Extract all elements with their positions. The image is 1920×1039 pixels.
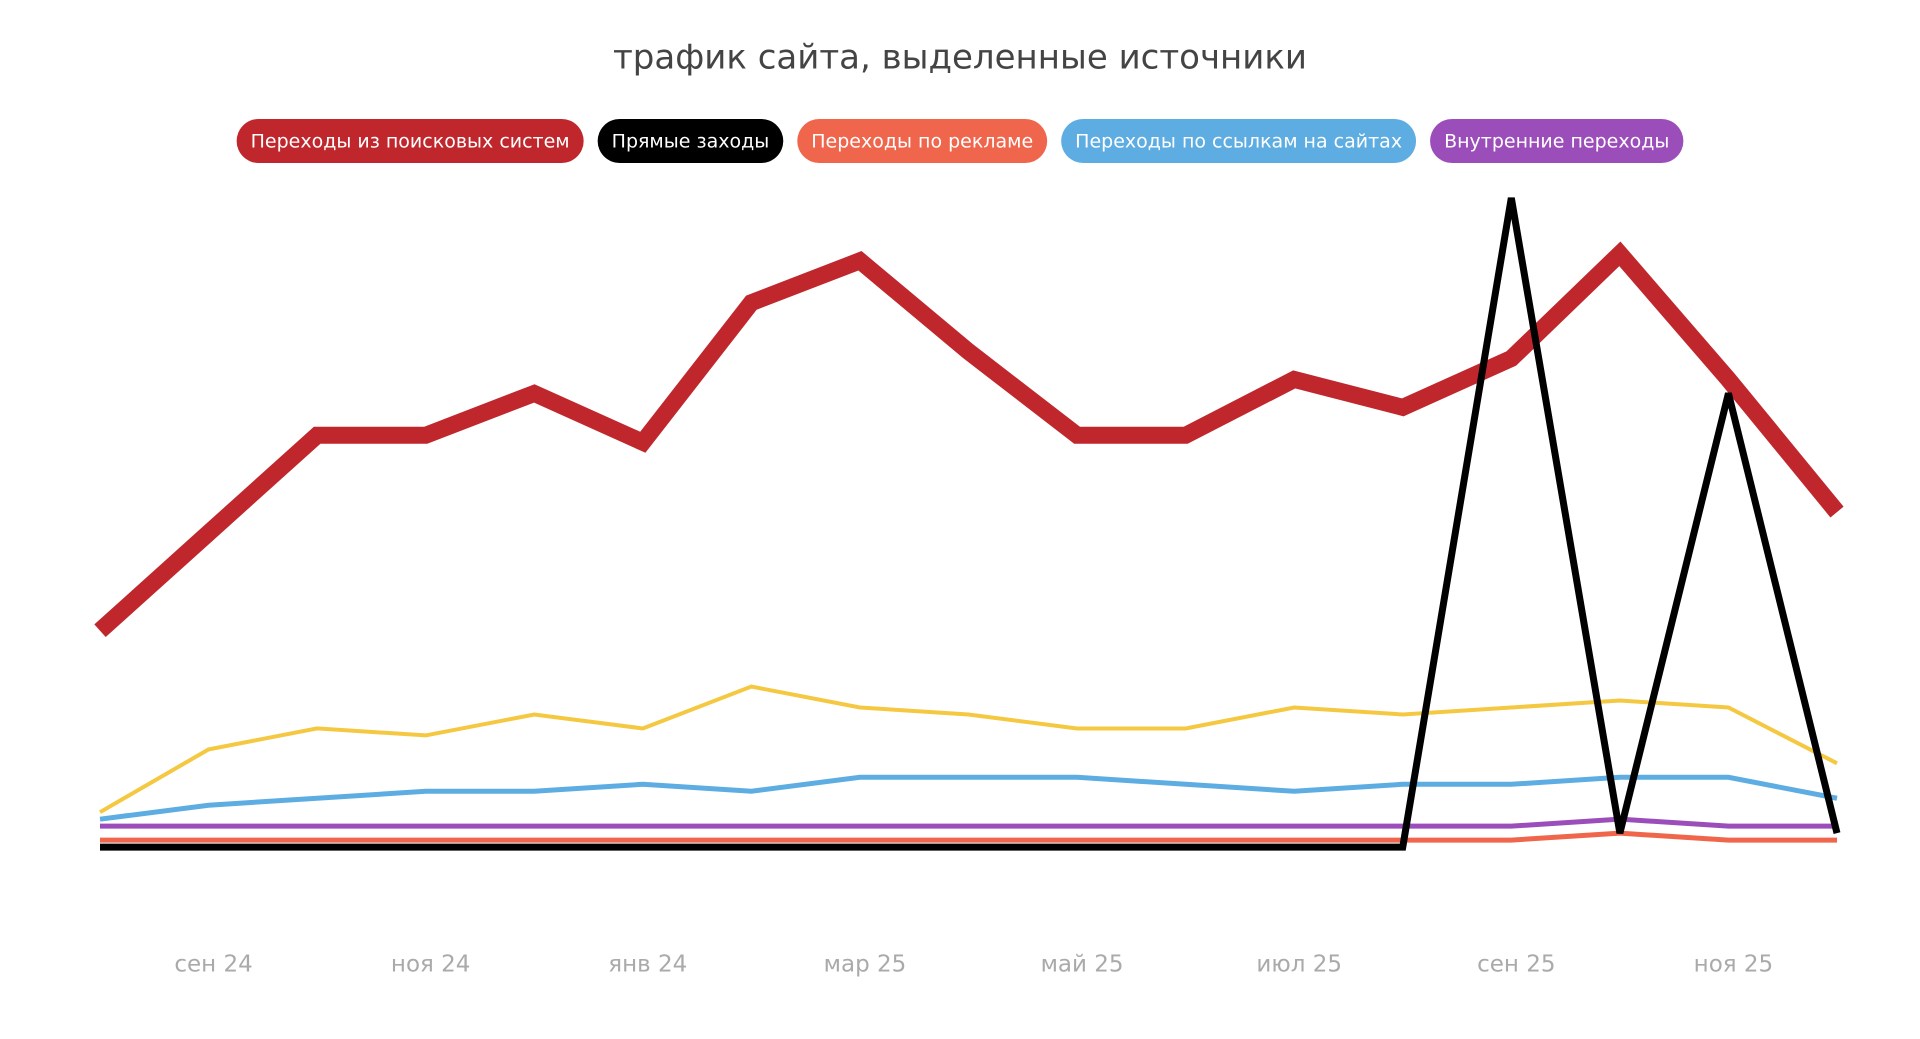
x-tick-label: мар 25	[824, 952, 907, 978]
series-line	[94, 241, 1844, 638]
legend-pill	[597, 119, 784, 163]
legend: Переходы из поисковых систем Прямые заход…	[236, 119, 1684, 163]
x-tick-label: янв 24	[608, 952, 687, 978]
chart-title: трафик сайта, выделенные источники	[613, 38, 1307, 78]
series-line	[100, 197, 1841, 851]
legend-item: Переходы из поисковых систем	[236, 119, 584, 163]
legend-item: Внутренние переходы	[1430, 119, 1684, 163]
legend-label: Переходы по рекламе	[811, 131, 1033, 153]
x-tick-label: май 25	[1041, 952, 1124, 978]
x-tick-label: июл 25	[1256, 952, 1342, 978]
legend-pill	[1061, 119, 1417, 163]
series-line	[100, 830, 1837, 843]
x-tick-label: сен 25	[1477, 952, 1555, 978]
x-tick-label: ноя 24	[391, 952, 471, 978]
legend-pill	[236, 119, 584, 163]
series-line	[98, 684, 1838, 814]
legend-item: Переходы по рекламе	[797, 119, 1048, 163]
legend-pill	[1430, 119, 1684, 163]
series-line	[100, 816, 1837, 829]
legend-label: Внутренние переходы	[1444, 131, 1669, 153]
legend-label: Переходы из поисковых систем	[251, 131, 570, 153]
series-line	[99, 774, 1838, 822]
x-tick-label: ноя 25	[1694, 952, 1774, 978]
legend-label: Переходы по ссылкам на сайтах	[1075, 131, 1402, 153]
x-tick-label: сен 24	[174, 952, 252, 978]
legend-item: Прямые заходы	[597, 119, 784, 163]
legend-pill	[797, 119, 1048, 163]
legend-item: Переходы по ссылкам на сайтах	[1061, 119, 1417, 163]
legend-label: Прямые заходы	[612, 131, 770, 153]
